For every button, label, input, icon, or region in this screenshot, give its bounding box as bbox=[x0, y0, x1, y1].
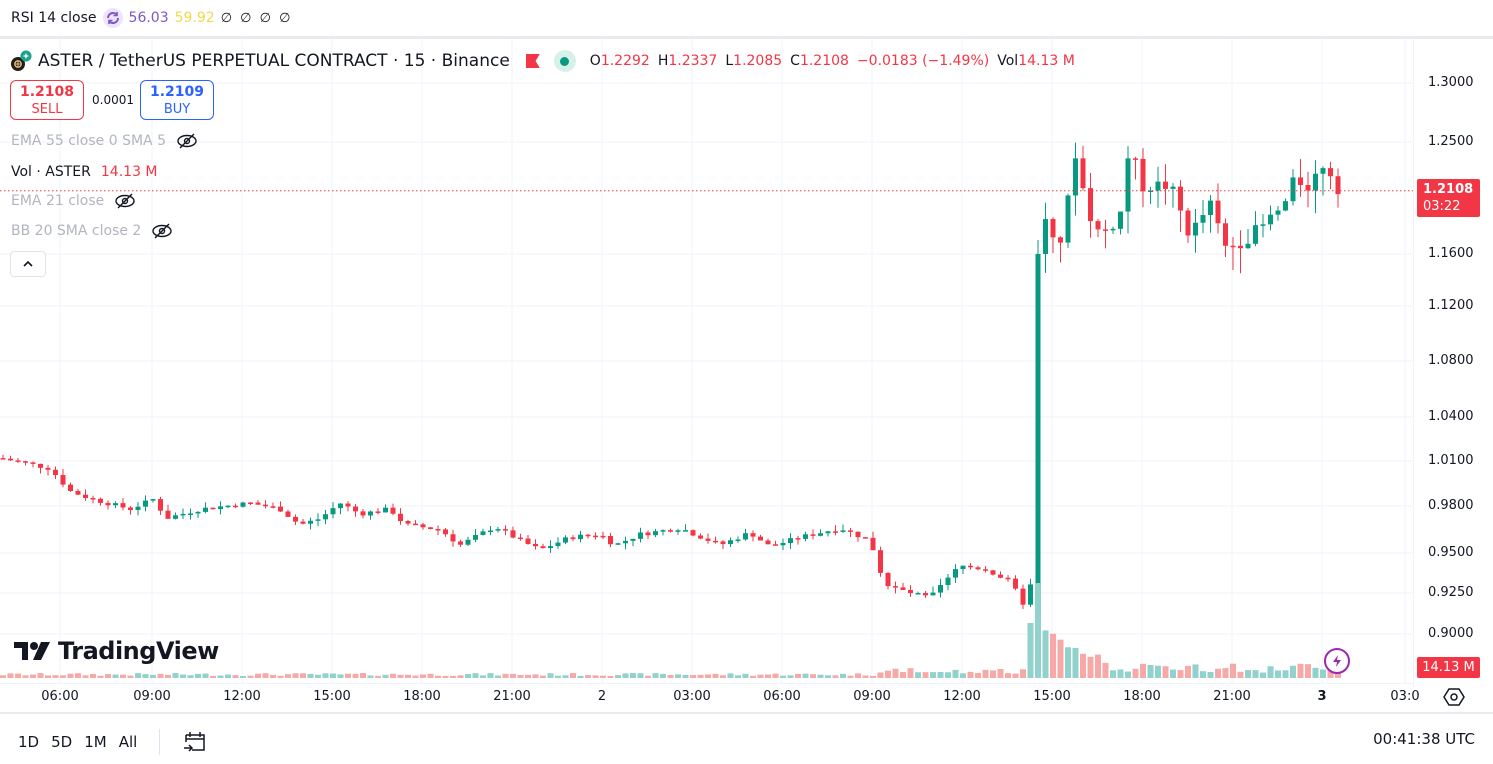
price-tick: 0.9000 bbox=[1428, 626, 1474, 641]
rsi-label: RSI 14 close bbox=[11, 10, 97, 26]
change-value: −0.0183 (−1.49%) bbox=[856, 53, 990, 69]
price-axis[interactable]: 1.3000 1.2500 1.1600 1.1200 1.0800 1.0400 1.01… bbox=[1413, 39, 1493, 687]
rsi-legend[interactable]: RSI 14 close 56.03 59.92 ∅ ∅ ∅ ∅ bbox=[11, 8, 292, 28]
time-tick: 09:00 bbox=[853, 689, 891, 704]
price-tick: 1.1600 bbox=[1428, 246, 1474, 261]
price-tick: 1.0400 bbox=[1428, 409, 1474, 424]
eye-hidden-icon[interactable] bbox=[151, 223, 173, 239]
range-1d-button[interactable]: 1D bbox=[18, 733, 40, 751]
volume-indicator-value: 14.13 M bbox=[100, 164, 158, 180]
time-tick: 15:00 bbox=[313, 689, 351, 704]
market-status-icon[interactable] bbox=[553, 50, 576, 72]
eye-hidden-icon[interactable] bbox=[114, 193, 136, 209]
time-tick: 09:00 bbox=[133, 689, 171, 704]
bottom-toolbar: 1D 5D 1M All 00:41:38 UTC bbox=[0, 712, 1493, 764]
time-tick: 3 bbox=[1317, 689, 1327, 704]
date-range-selector: 1D 5D 1M All bbox=[18, 729, 208, 755]
open-value: 1.2292 bbox=[600, 53, 650, 69]
flag-icon[interactable] bbox=[525, 54, 540, 68]
time-tick: 2 bbox=[597, 689, 607, 704]
volume-axis-label: 14.13 M bbox=[1417, 657, 1480, 678]
symbol-title[interactable]: ASTER / TetherUS PERPETUAL CONTRACT · 15… bbox=[38, 51, 510, 71]
spread-value: 0.0001 bbox=[92, 93, 134, 107]
range-1m-button[interactable]: 1M bbox=[84, 733, 107, 751]
close-value: 1.2108 bbox=[799, 53, 849, 69]
low-value: 1.2085 bbox=[733, 53, 783, 69]
trade-buttons: 1.2108 SELL 0.0001 1.2109 BUY bbox=[10, 80, 214, 120]
time-tick: 12:00 bbox=[223, 689, 261, 704]
collapse-legend-button[interactable] bbox=[10, 251, 46, 277]
time-tick: 18:00 bbox=[1123, 689, 1161, 704]
time-tick: 06:00 bbox=[41, 689, 79, 704]
time-tick: 03:0 bbox=[1390, 689, 1420, 704]
aster-coin-icon bbox=[10, 50, 32, 72]
refresh-icon[interactable] bbox=[102, 8, 123, 28]
tradingview-mark-icon bbox=[14, 642, 50, 660]
rsi-empty-values: ∅ ∅ ∅ ∅ bbox=[220, 10, 293, 26]
candlestick-plot[interactable] bbox=[0, 39, 1413, 683]
lightning-icon[interactable] bbox=[1324, 648, 1350, 674]
indicator-volume[interactable]: Vol · ASTER 14.13 M bbox=[11, 164, 158, 180]
go-to-date-button[interactable] bbox=[182, 729, 208, 755]
time-axis[interactable]: 06:00 09:00 12:00 15:00 18:00 21:00 2 03:00 06:0… bbox=[0, 683, 1420, 710]
price-tick: 1.0800 bbox=[1428, 353, 1474, 368]
range-5d-button[interactable]: 5D bbox=[51, 733, 73, 751]
indicator-pane-header: RSI 14 close 56.03 59.92 ∅ ∅ ∅ ∅ bbox=[0, 0, 1493, 39]
bar-countdown: 03:22 bbox=[1423, 199, 1461, 214]
rsi-value: 56.03 bbox=[128, 10, 169, 26]
last-price-label: 1.2108 03:22 bbox=[1417, 179, 1480, 217]
rsi-ma-value: 59.92 bbox=[174, 10, 215, 26]
time-tick: 12:00 bbox=[943, 689, 981, 704]
price-tick: 1.0100 bbox=[1428, 453, 1474, 468]
price-tick: 0.9800 bbox=[1428, 498, 1474, 513]
settings-hexagon-icon bbox=[1443, 688, 1465, 706]
divider bbox=[159, 729, 161, 755]
volume-value: 14.13 M bbox=[1018, 53, 1075, 69]
indicator-ema55[interactable]: EMA 55 close 0 SMA 5 bbox=[11, 133, 198, 149]
price-tick: 1.3000 bbox=[1428, 75, 1474, 90]
time-tick: 06:00 bbox=[763, 689, 801, 704]
calendar-goto-icon bbox=[184, 732, 206, 752]
time-tick: 03:00 bbox=[673, 689, 711, 704]
range-all-button[interactable]: All bbox=[118, 733, 138, 751]
buy-button[interactable]: 1.2109 BUY bbox=[140, 80, 214, 120]
price-tick: 0.9500 bbox=[1428, 545, 1474, 560]
price-tick: 1.2500 bbox=[1428, 134, 1474, 149]
price-chart[interactable] bbox=[0, 39, 1493, 709]
sell-button[interactable]: 1.2108 SELL bbox=[10, 80, 84, 120]
time-tick: 21:00 bbox=[1213, 689, 1251, 704]
symbol-legend[interactable]: ASTER / TetherUS PERPETUAL CONTRACT · 15… bbox=[10, 50, 1075, 72]
time-tick: 18:00 bbox=[403, 689, 441, 704]
tradingview-logo[interactable]: TradingView bbox=[14, 637, 219, 665]
price-tick: 0.9250 bbox=[1428, 585, 1474, 600]
price-tick: 1.1200 bbox=[1428, 298, 1474, 313]
indicator-ema21[interactable]: EMA 21 close bbox=[11, 193, 136, 209]
utc-clock[interactable]: 00:41:38 UTC bbox=[1373, 730, 1475, 748]
chart-settings-button[interactable] bbox=[1443, 686, 1465, 708]
chevron-up-icon bbox=[22, 260, 34, 268]
eye-hidden-icon[interactable] bbox=[176, 133, 198, 149]
ohlc-values: O1.2292 H1.2337 L1.2085 C1.2108 −0.0183 … bbox=[589, 53, 1075, 69]
indicator-bollinger[interactable]: BB 20 SMA close 2 bbox=[11, 223, 173, 239]
time-tick: 15:00 bbox=[1033, 689, 1071, 704]
time-tick: 21:00 bbox=[493, 689, 531, 704]
high-value: 1.2337 bbox=[668, 53, 718, 69]
